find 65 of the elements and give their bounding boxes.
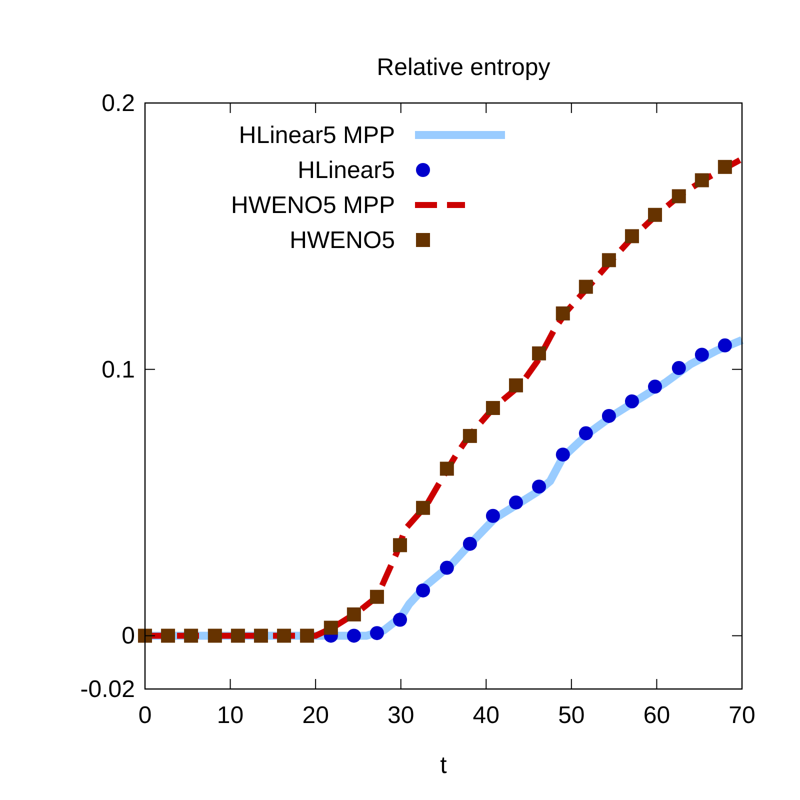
point	[578, 426, 593, 440]
legend-label: HLinear5 MPP	[238, 122, 395, 149]
y-tick-label: -0.02	[80, 676, 135, 703]
point	[602, 408, 616, 423]
x-tick-label: 0	[138, 702, 152, 729]
legend-label: HWENO5 MPP	[230, 192, 395, 219]
x-tick-label: 60	[643, 702, 670, 729]
x-axis-title: t	[440, 752, 448, 779]
legend-entry: HLinear5 MPP	[238, 122, 505, 149]
point	[556, 306, 570, 320]
point	[486, 508, 500, 523]
point	[230, 628, 245, 643]
point	[416, 500, 430, 515]
legend-label: HWENO5	[290, 227, 395, 254]
point	[254, 628, 268, 643]
point	[486, 400, 500, 415]
point	[462, 428, 477, 443]
point	[346, 607, 361, 622]
x-tick-label: 40	[472, 702, 500, 729]
legend-entry: HLinear5	[298, 157, 430, 184]
point	[208, 628, 222, 643]
point	[440, 462, 454, 476]
point	[718, 338, 732, 352]
point	[370, 590, 384, 604]
point	[672, 189, 686, 204]
point	[393, 538, 408, 552]
point	[324, 620, 338, 635]
point	[346, 628, 361, 643]
y-tick-label: 0.2	[102, 90, 135, 117]
point	[184, 628, 198, 643]
legend-entry: HWENO5 MPP	[230, 192, 465, 219]
x-tick-label: 20	[302, 702, 329, 729]
point	[532, 480, 546, 494]
point	[694, 348, 709, 362]
point	[648, 208, 662, 222]
point	[532, 346, 546, 360]
point	[161, 628, 176, 643]
legend-entry: HWENO5	[290, 227, 430, 254]
point	[508, 496, 523, 510]
y-tick-label: 0.1	[102, 356, 135, 384]
point	[416, 583, 430, 598]
point	[578, 280, 593, 294]
point	[556, 448, 570, 462]
point	[624, 229, 639, 244]
point	[694, 173, 709, 188]
point	[624, 394, 639, 408]
point	[508, 378, 523, 392]
point	[138, 628, 152, 643]
x-tick-label: 70	[728, 702, 756, 729]
legend-label: HLinear5	[298, 157, 395, 184]
x-tick-label: 10	[216, 702, 244, 729]
point	[300, 628, 314, 643]
point	[370, 626, 384, 640]
x-tick-label: 50	[558, 702, 585, 729]
point	[440, 560, 454, 575]
point	[718, 160, 732, 174]
point	[462, 536, 477, 551]
point	[602, 253, 616, 268]
y-tick-label: 0	[122, 622, 135, 650]
point	[672, 361, 686, 376]
point	[648, 380, 662, 394]
x-tick-label: 30	[388, 702, 414, 729]
point	[393, 612, 408, 627]
point	[277, 628, 292, 643]
chart-title: Relative entropy	[376, 54, 550, 81]
